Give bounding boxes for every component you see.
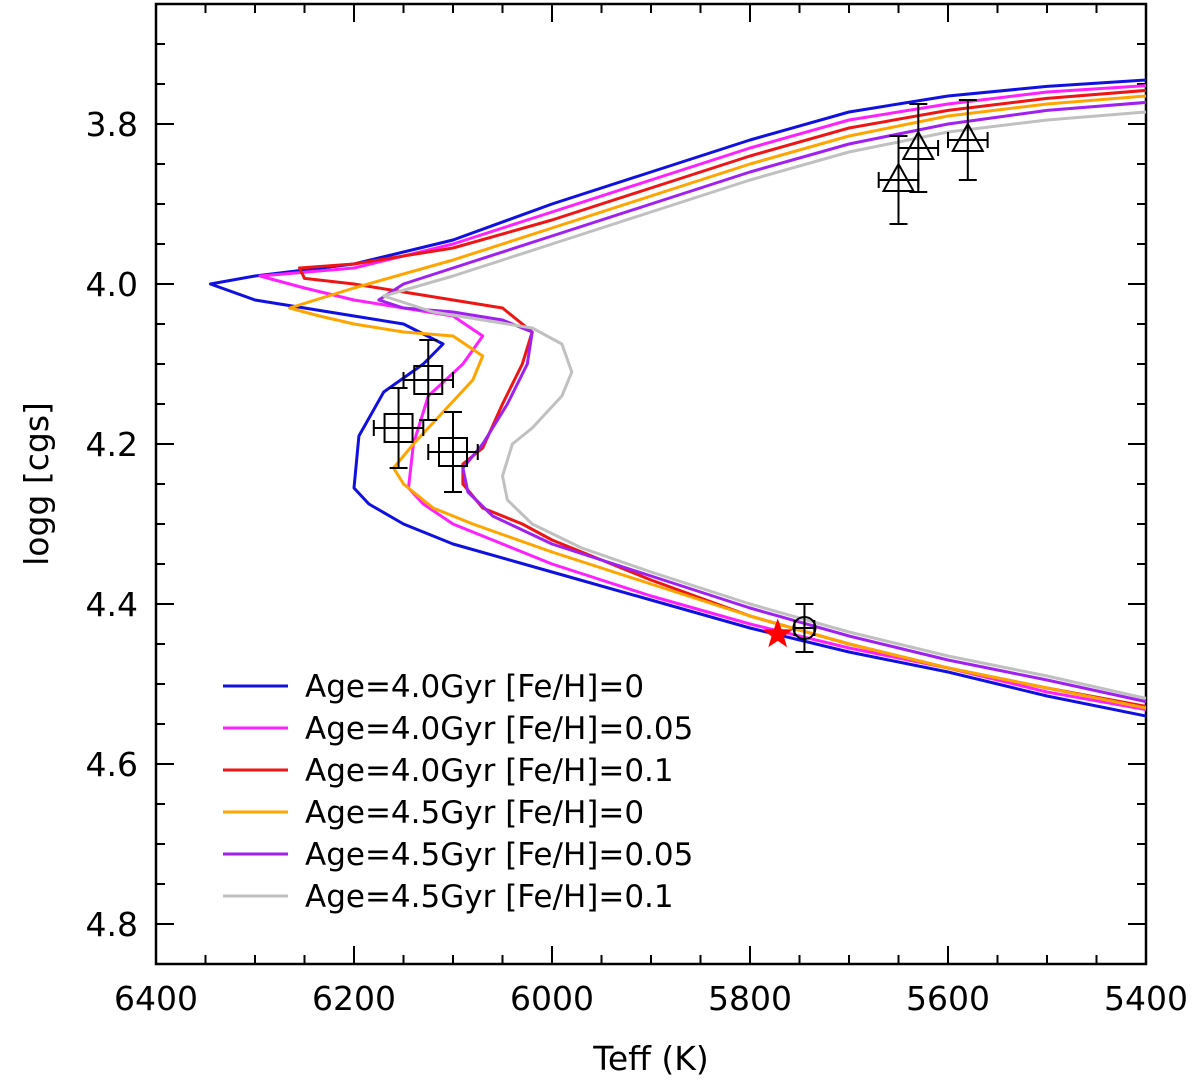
legend: Age=4.0Gyr [Fe/H]=0 Age=4.0Gyr [Fe/H]=0.0… <box>223 669 693 915</box>
axis-tick-labels: 6400 6200 6000 5800 5600 5400 3.8 4.0 4.2 4.4 4.6 4… <box>86 105 1188 1018</box>
series-line-1 <box>208 78 1147 718</box>
axis-ticks <box>155 3 1147 965</box>
legend-label-5: Age=4.5Gyr [Fe/H]=0.05 <box>305 837 693 873</box>
x-tick-label: 5400 <box>1104 979 1188 1018</box>
square-point <box>413 365 444 395</box>
series-line-3 <box>298 88 1147 708</box>
x-tick-label: 5800 <box>708 979 792 1018</box>
legend-label-2: Age=4.0Gyr [Fe/H]=0.05 <box>305 711 693 747</box>
y-tick-label: 4.0 <box>86 265 138 304</box>
x-tick-label: 6000 <box>510 979 594 1018</box>
x-tick-label: 6400 <box>114 979 198 1018</box>
y-tick-label: 4.8 <box>86 905 138 944</box>
legend-label-3: Age=4.0Gyr [Fe/H]=0.1 <box>305 753 674 789</box>
legend-label-1: Age=4.0Gyr [Fe/H]=0 <box>305 669 644 705</box>
triangle-point <box>901 129 935 160</box>
isochrone-series <box>208 78 1147 718</box>
legend-label-4: Age=4.5Gyr [Fe/H]=0 <box>305 795 644 831</box>
sun-star-marker <box>762 618 793 648</box>
series-line-5 <box>377 100 1147 704</box>
x-axis-label: Teff (K) <box>592 1039 708 1078</box>
y-tick-label: 4.6 <box>86 745 138 784</box>
x-tick-label: 5600 <box>906 979 990 1018</box>
y-axis-label: logg [cgs] <box>17 402 56 566</box>
y-tick-label: 4.4 <box>86 585 138 624</box>
square-point <box>383 413 414 443</box>
triangle-point <box>951 121 985 152</box>
square-point <box>438 437 468 467</box>
circle-point <box>792 616 817 640</box>
legend-label-6: Age=4.5Gyr [Fe/H]=0.1 <box>305 879 674 915</box>
series-line-6 <box>382 110 1147 700</box>
series-line-4 <box>288 94 1147 710</box>
y-tick-label: 4.2 <box>86 425 138 464</box>
triangle-point <box>881 161 916 192</box>
y-tick-label: 3.8 <box>86 105 138 144</box>
observation-markers <box>372 99 989 653</box>
x-tick-label: 6200 <box>312 979 396 1018</box>
series-line-2 <box>258 84 1147 712</box>
